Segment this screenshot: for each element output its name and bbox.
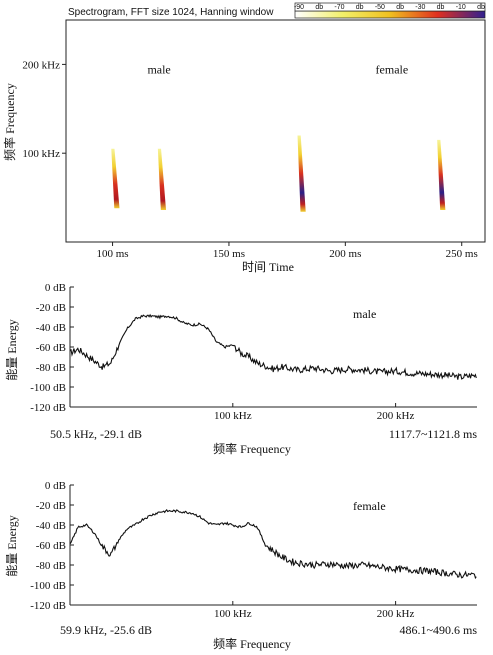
x-tick-label: 100 kHz [214,410,252,422]
colorbar-label: db [396,4,404,11]
spectrogram-title: Spectrogram, FFT size 1024, Hanning wind… [68,7,274,18]
colorbar-label-box [294,2,486,12]
colorbar-label: -50 [375,4,385,11]
male-spectrum-xlabel: 频率 Frequency [213,441,291,456]
spectrogram-xlabel: 时间 Time [242,260,294,274]
y-tick-label: -100 dB [30,580,66,592]
colorbar-gradient [294,10,486,19]
male-spectrum-line [69,313,477,380]
spectrogram-panel: Spectrogram, FFT size 1024, Hanning wind… [2,2,486,274]
colorbar-label: -70 [334,4,344,11]
y-tick-label: 0 dB [45,282,66,294]
y-tick-label: 100 kHz [22,148,60,160]
x-tick-label: 100 kHz [214,608,252,620]
y-tick-label: 200 kHz [22,59,60,71]
x-tick-label: 200 kHz [377,410,415,422]
call-mark [111,148,120,209]
y-tick-label: -20 dB [36,302,66,314]
spectrogram-x-ticks: 100 ms 150 ms 200 ms 250 ms [97,242,478,260]
spectrogram-ylabel: 频率 Frequency [2,83,17,161]
female-spectrum-panel: female 0 dB -20 dB -40 dB -60 dB -80 dB -100 … [5,480,477,651]
y-tick-label: -80 dB [36,560,66,572]
x-tick-label: 200 ms [329,248,361,260]
female-spectrum-xlabel: 频率 Frequency [213,636,291,651]
colorbar-label: db [477,4,485,11]
spectrogram-y-ticks: 200 kHz 100 kHz [22,59,66,160]
female-peak-label: 59.9 kHz, -25.6 dB [60,623,152,637]
call-mark [157,148,167,211]
male-spectrum-ylabel: 能量 Energy [5,319,19,380]
colorbar-label: -90 [294,4,304,11]
female-spectrum-ylabel: 能量 Energy [5,515,19,576]
y-tick-label: -100 dB [30,382,66,394]
female-time-label: 486.1~490.6 ms [400,623,478,637]
annotation-label: female [376,62,409,76]
colorbar-label: db [437,4,445,11]
colorbar-label: db [315,4,323,11]
female-spectrum-line [69,509,477,580]
colorbar-label: -10 [456,4,466,11]
male-peak-label: 50.5 kHz, -29.1 dB [50,427,142,441]
male-time-label: 1117.7~1121.8 ms [389,427,477,441]
female-spectrum-title: female [353,499,386,513]
x-tick-label: 250 ms [446,248,478,260]
spectrogram-plot-area [65,19,486,243]
colorbar-label: db [356,4,364,11]
annotation-label: male [147,62,170,76]
call-mark [437,139,446,211]
x-tick-label: 150 ms [213,248,245,260]
male-spectrum-panel: male 0 dB -20 dB -40 dB -60 dB -80 dB -100 dB… [5,282,477,456]
y-tick-label: -60 dB [36,540,66,552]
y-tick-label: -20 dB [36,500,66,512]
spectrogram-calls [111,135,446,212]
male-spectrum-title: male [353,307,376,321]
spectrogram-annotations: male female [147,62,408,76]
y-tick-label: -80 dB [36,362,66,374]
female-spectrum-axes: 0 dB -20 dB -40 dB -60 dB -80 dB -100 dB -120 … [30,480,477,620]
y-tick-label: -40 dB [36,322,66,334]
y-tick-label: -40 dB [36,520,66,532]
male-spectrum-axes: 0 dB -20 dB -40 dB -60 dB -80 dB -100 dB -120 … [30,282,477,422]
x-tick-label: 200 kHz [377,608,415,620]
spectrogram-colorbar: -90 db -70 db -50 db -30 db -10 db [294,2,486,19]
call-mark [297,135,306,212]
x-tick-label: 100 ms [97,248,129,260]
y-tick-label: -120 dB [30,402,66,414]
y-tick-label: -120 dB [30,600,66,612]
colorbar-label: -30 [415,4,425,11]
y-tick-label: 0 dB [45,480,66,492]
y-tick-label: -60 dB [36,342,66,354]
